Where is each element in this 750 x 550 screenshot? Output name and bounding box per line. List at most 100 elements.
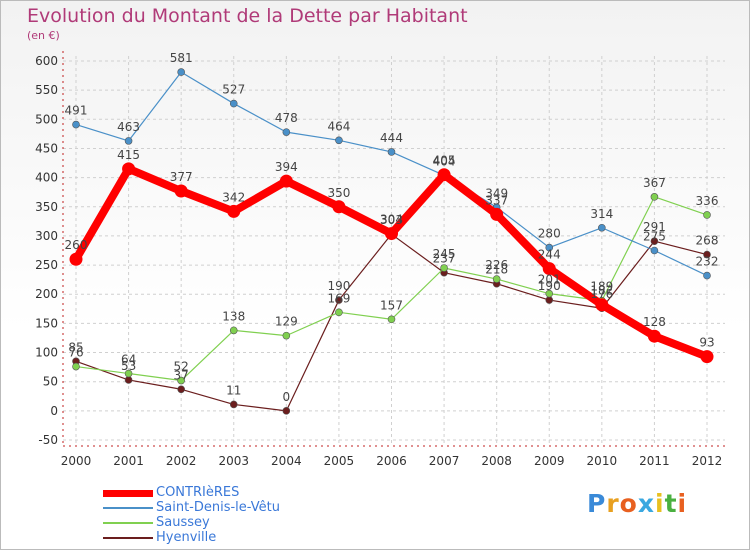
data-label-series-2: 138: [222, 309, 245, 323]
data-label-series-2: 226: [485, 258, 508, 272]
data-label-series-1: 491: [65, 104, 88, 118]
logo-letter: P: [587, 489, 607, 518]
data-point-series-0: [69, 252, 83, 266]
data-label-series-2: 336: [696, 194, 719, 208]
data-label-series-1: 275: [643, 230, 666, 244]
data-label-series-0: 337: [485, 193, 508, 207]
data-point-series-1: [598, 223, 606, 232]
data-label-series-0: 304: [380, 213, 403, 227]
logo-letter: i: [655, 489, 665, 518]
data-label-series-0: 377: [170, 170, 193, 184]
x-tick-label: 2007: [429, 454, 460, 468]
data-label-series-3: 218: [485, 263, 508, 277]
x-tick-label: 2006: [376, 454, 407, 468]
x-tick-label: 2002: [166, 454, 197, 468]
y-tick-label: 50: [43, 375, 58, 389]
data-point-series-2: [703, 211, 711, 219]
data-point-series-2: [335, 308, 343, 317]
data-label-series-3: 190: [538, 279, 561, 293]
data-label-series-3: 268: [696, 234, 719, 248]
data-point-series-1: [545, 243, 554, 252]
legend-label: Hyenville: [156, 530, 217, 545]
data-label-series-1: 314: [590, 207, 613, 221]
data-point-series-2: [545, 289, 554, 298]
legend-label: CONTRIèRES: [156, 485, 240, 500]
y-tick-label: 450: [35, 141, 58, 155]
data-label-series-0: 128: [643, 315, 666, 329]
data-label-series-1: 463: [117, 120, 140, 134]
data-point-series-1: [124, 137, 133, 145]
data-label-series-2: 76: [68, 346, 83, 360]
x-tick-label: 2012: [692, 454, 723, 468]
data-point-series-2: [387, 315, 396, 324]
data-point-series-2: [177, 376, 185, 385]
data-label-series-2: 189: [590, 280, 613, 294]
x-tick-label: 2004: [271, 454, 302, 468]
data-label-series-0: 260: [65, 238, 88, 252]
data-label-series-3: 176: [590, 287, 613, 301]
data-label-series-1: 444: [380, 131, 403, 145]
data-point-series-0: [332, 200, 346, 214]
data-label-series-0: 244: [538, 248, 561, 262]
data-point-series-0: [700, 350, 714, 364]
x-tick-label: 2000: [61, 454, 92, 468]
data-label-series-3: 85: [68, 340, 83, 354]
legend-swatch: [103, 537, 153, 539]
data-label-series-1: 349: [485, 186, 508, 200]
data-point-series-0: [542, 262, 556, 276]
proxiti-logo: Proxiti: [587, 489, 687, 518]
data-point-series-1: [282, 128, 291, 136]
data-point-series-2: [650, 193, 659, 201]
x-tick-label: 2001: [113, 454, 144, 468]
data-label-series-3: 0: [283, 390, 291, 404]
data-point-series-2: [124, 369, 133, 378]
logo-letter: t: [664, 489, 678, 518]
data-label-series-0: 93: [699, 336, 714, 350]
chart-title: Evolution du Montant de la Dette par Hab…: [27, 5, 468, 27]
data-point-series-3: [177, 385, 185, 394]
data-point-series-0: [595, 298, 609, 312]
data-point-series-2: [440, 264, 448, 272]
logo-letter: x: [637, 489, 655, 518]
data-point-series-1: [335, 136, 343, 145]
legend-swatch: [103, 489, 153, 497]
data-label-series-0: 350: [327, 186, 350, 200]
chart-subtitle: (en €): [27, 29, 60, 42]
data-label-series-0: 415: [117, 148, 140, 162]
data-point-series-0: [122, 162, 136, 176]
y-tick-label: 0: [50, 404, 58, 418]
data-label-series-2: 169: [327, 291, 350, 305]
data-point-series-0: [174, 184, 188, 198]
data-label-series-2: 201: [538, 273, 561, 287]
data-label-series-2: 157: [380, 298, 403, 312]
data-point-series-1: [229, 99, 238, 108]
data-label-series-1: 581: [170, 51, 193, 65]
y-tick-label: 600: [35, 54, 58, 68]
data-point-series-3: [545, 296, 554, 304]
data-label-series-1: 527: [222, 83, 245, 97]
data-point-series-1: [177, 68, 185, 76]
data-point-series-3: [229, 400, 238, 409]
data-label-series-2: 367: [643, 176, 666, 190]
logo-letter: i: [677, 489, 688, 518]
data-label-series-1: 232: [696, 255, 719, 269]
data-point-series-0: [227, 204, 241, 218]
data-label-series-0: 182: [590, 284, 613, 298]
legend-swatch: [103, 522, 153, 524]
data-label-series-1: 464: [327, 119, 350, 133]
data-label-series-3: 291: [643, 220, 666, 234]
data-point-series-0: [437, 168, 451, 182]
y-tick-label: 550: [35, 83, 58, 97]
data-label-series-3: 37: [174, 368, 189, 382]
x-tick-label: 2008: [481, 454, 512, 468]
data-point-series-2: [229, 326, 238, 335]
data-point-series-2: [282, 331, 291, 340]
data-label-series-3: 303: [380, 213, 403, 227]
data-point-series-2: [492, 275, 501, 283]
data-point-series-0: [385, 227, 398, 241]
data-point-series-3: [282, 407, 291, 415]
y-tick-label: 200: [35, 287, 58, 301]
data-point-series-1: [72, 120, 80, 129]
